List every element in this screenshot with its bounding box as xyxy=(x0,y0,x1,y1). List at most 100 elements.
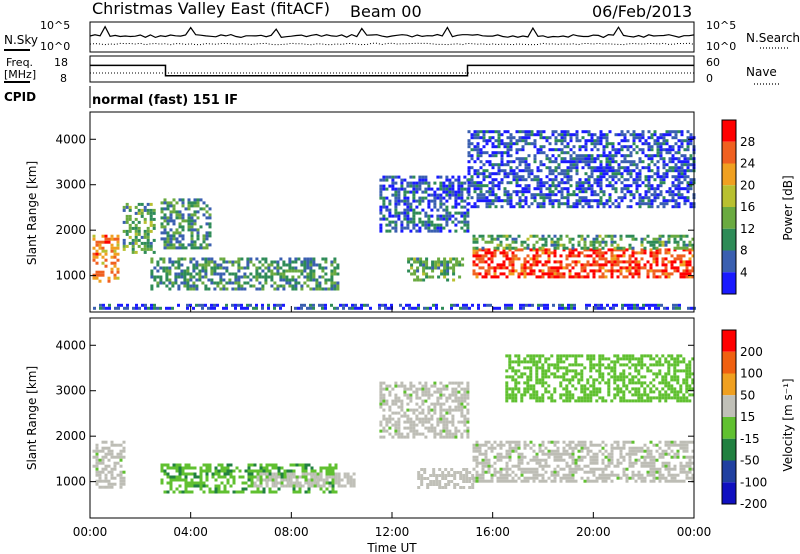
heatmap-cell xyxy=(551,169,555,173)
heatmap-cell xyxy=(610,257,614,261)
heatmap-cell xyxy=(189,284,193,288)
heatmap-cell xyxy=(422,278,426,282)
heatmap-cell xyxy=(556,455,560,459)
heatmap-cell xyxy=(539,193,543,197)
heatmap-cell xyxy=(596,175,600,179)
heatmap-cell xyxy=(559,455,563,459)
heatmap-cell xyxy=(466,390,470,394)
heatmap-cell xyxy=(560,133,564,137)
heatmap-cell xyxy=(574,399,578,403)
heatmap-cell xyxy=(524,166,528,170)
heatmap-cell xyxy=(595,476,599,480)
heatmap-cell xyxy=(544,479,548,483)
heatmap-cell xyxy=(181,243,185,247)
heatmap-cell xyxy=(653,190,657,194)
heatmap-cell xyxy=(607,452,611,456)
heatmap-cell xyxy=(181,201,185,205)
heatmap-cell xyxy=(559,254,563,258)
heatmap-cell xyxy=(647,142,651,146)
heatmap-cell xyxy=(424,381,428,385)
heatmap-cell xyxy=(403,208,407,212)
heatmap-cell xyxy=(149,211,153,215)
heatmap-cell xyxy=(541,251,545,255)
heatmap-cell xyxy=(562,243,566,247)
heatmap-cell xyxy=(561,306,564,310)
heatmap-cell xyxy=(619,248,623,252)
heatmap-cell xyxy=(463,217,467,221)
heatmap-cell xyxy=(491,199,495,203)
heatmap-cell xyxy=(686,184,690,188)
heatmap-cell xyxy=(183,281,187,285)
heatmap-cell xyxy=(500,157,504,161)
heatmap-cell xyxy=(593,145,597,149)
heatmap-cell xyxy=(244,487,248,491)
heatmap-cell xyxy=(596,166,600,170)
heatmap-cell xyxy=(508,354,512,358)
heatmap-cell xyxy=(140,235,144,239)
heatmap-cell xyxy=(460,184,464,188)
heatmap-cell xyxy=(189,278,193,282)
heatmap-cell xyxy=(635,133,639,137)
heatmap-cell xyxy=(581,196,585,200)
heatmap-cell xyxy=(95,252,99,256)
heatmap-cell xyxy=(560,157,564,161)
heatmap-cell xyxy=(526,243,530,247)
heatmap-cell xyxy=(163,490,167,494)
heatmap-cell xyxy=(481,246,485,250)
heatmap-cell xyxy=(580,263,584,267)
heatmap-cell xyxy=(460,199,464,203)
heatmap-cell xyxy=(553,372,557,376)
heatmap-cell xyxy=(216,263,220,267)
heatmap-cell xyxy=(562,375,566,379)
heatmap-cell xyxy=(143,241,147,245)
heatmap-cell xyxy=(531,303,534,307)
heatmap-cell xyxy=(661,260,665,264)
heatmap-cell xyxy=(427,396,431,400)
heatmap-cell xyxy=(583,275,587,279)
heatmap-cell xyxy=(626,139,630,143)
heatmap-cell xyxy=(178,484,182,488)
heatmap-cell xyxy=(455,263,459,267)
heatmap-cell xyxy=(222,272,226,276)
heatmap-cell xyxy=(521,169,525,173)
heatmap-cell xyxy=(306,272,310,276)
heatmap-cell xyxy=(163,225,167,229)
heatmap-cell xyxy=(101,246,105,250)
heatmap-cell xyxy=(270,275,274,279)
heatmap-cell xyxy=(457,196,461,200)
heatmap-cell xyxy=(146,208,150,212)
heatmap-cell xyxy=(661,263,665,267)
heatmap-cell xyxy=(397,193,401,197)
heatmap-cell xyxy=(568,275,572,279)
heatmap-cell xyxy=(670,263,674,267)
heatmap-cell xyxy=(649,269,653,273)
heatmap-cell xyxy=(542,136,546,140)
heatmap-cell xyxy=(568,254,572,258)
heatmap-cell xyxy=(467,181,471,185)
heatmap-cell xyxy=(422,266,426,270)
heatmap-cell xyxy=(424,420,428,424)
heatmap-cell xyxy=(484,458,488,462)
heatmap-cell xyxy=(620,133,624,137)
heatmap-cell xyxy=(547,464,551,468)
heatmap-cell xyxy=(685,269,689,273)
heatmap-cell xyxy=(334,478,338,482)
heatmap-cell xyxy=(460,187,464,191)
heatmap-cell xyxy=(671,154,675,158)
heatmap-cell xyxy=(457,429,461,433)
heatmap-cell xyxy=(565,378,569,382)
heatmap-cell xyxy=(601,461,605,465)
heatmap-cell xyxy=(122,446,126,450)
heatmap-cell xyxy=(638,169,642,173)
heatmap-cell xyxy=(175,213,179,217)
heatmap-cell xyxy=(515,175,519,179)
heatmap-cell xyxy=(640,476,644,480)
heatmap-cell xyxy=(680,145,684,149)
heatmap-cell xyxy=(691,254,695,258)
heatmap-cell xyxy=(553,243,557,247)
heatmap-cell xyxy=(524,142,528,146)
heatmap-cell xyxy=(628,269,632,273)
heatmap-cell xyxy=(433,384,437,388)
heatmap-cell xyxy=(521,139,525,143)
heatmap-cell xyxy=(292,490,296,494)
